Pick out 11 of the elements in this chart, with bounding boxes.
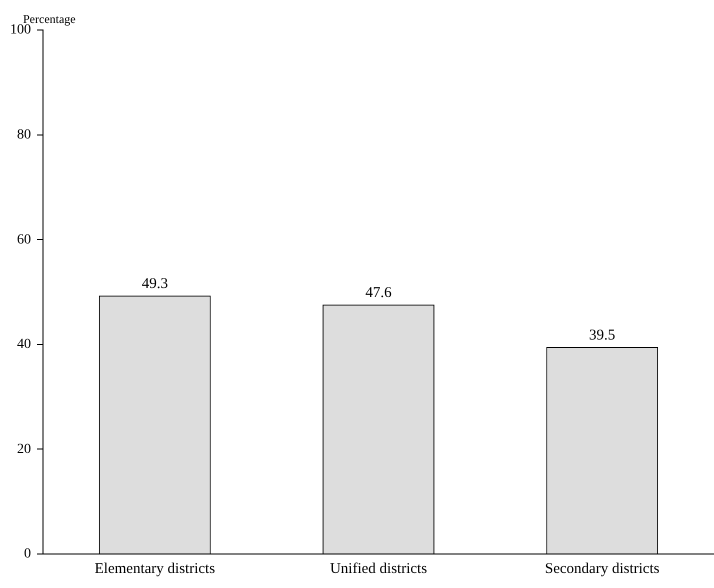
data-label: 47.6 — [365, 285, 392, 302]
y-tick-label: 40 — [17, 337, 31, 352]
data-label: 39.5 — [589, 327, 616, 344]
data-label: 49.3 — [142, 276, 168, 292]
y-tick-label: 60 — [17, 232, 31, 248]
x-tick-label: Elementary districts — [94, 560, 216, 577]
x-tick-label: Secondary districts — [544, 560, 660, 577]
y-tick-label: 0 — [24, 546, 31, 562]
y-tick-label: 20 — [17, 442, 31, 457]
x-tick-label: Unified districts — [330, 560, 428, 577]
y-tick-label: 80 — [17, 127, 31, 142]
